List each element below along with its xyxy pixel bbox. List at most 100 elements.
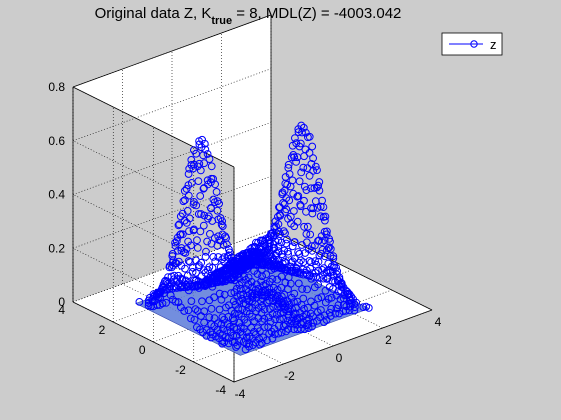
data-point	[200, 266, 208, 275]
data-point	[184, 191, 193, 200]
data-point	[180, 187, 189, 195]
data-point	[224, 339, 233, 348]
data-point	[302, 186, 311, 195]
data-point	[317, 249, 325, 258]
data-point	[182, 185, 191, 193]
data-point	[294, 279, 303, 288]
data-point	[284, 325, 293, 333]
data-point	[271, 315, 279, 324]
data-point	[312, 273, 320, 282]
data-point	[200, 139, 209, 148]
data-point	[259, 259, 267, 268]
data-point	[291, 309, 300, 318]
data-point	[268, 275, 277, 283]
data-point	[247, 278, 256, 286]
data-point	[218, 277, 227, 286]
data-point	[320, 318, 328, 327]
data-point	[175, 220, 184, 229]
chart-title: Original data Z, Ktrue = 8, MDL(Z) = -40…	[95, 5, 402, 27]
data-point	[207, 204, 215, 213]
data-point	[233, 341, 242, 350]
data-point	[302, 207, 310, 216]
data-point	[199, 221, 208, 230]
data-point	[174, 221, 183, 230]
data-point	[212, 188, 221, 196]
data-point	[299, 163, 308, 172]
data-point	[255, 253, 264, 261]
data-point	[325, 243, 334, 252]
data-point	[182, 245, 191, 253]
data-point	[283, 247, 292, 256]
data-point	[184, 170, 193, 178]
data-point	[188, 268, 197, 276]
data-point	[317, 293, 326, 302]
data-point	[225, 323, 234, 331]
data-point	[282, 205, 291, 214]
data-point	[220, 253, 229, 262]
data-point	[191, 305, 200, 314]
data-point	[287, 258, 296, 267]
data-point	[217, 220, 226, 229]
data-point	[175, 257, 183, 266]
data-point	[229, 262, 238, 271]
data-point	[206, 328, 215, 337]
data-point	[205, 155, 214, 164]
data-point	[214, 253, 223, 261]
data-point	[268, 334, 277, 343]
data-point	[292, 158, 301, 166]
data-point	[284, 160, 293, 169]
data-point	[321, 216, 329, 225]
data-point	[269, 228, 277, 237]
data-point	[294, 128, 303, 137]
data-point	[207, 162, 216, 171]
data-point	[264, 257, 273, 266]
data-point	[173, 275, 182, 283]
data-point	[311, 162, 320, 171]
data-point	[303, 285, 312, 294]
data-point	[203, 150, 212, 158]
z-tick-label: 0.8	[48, 80, 65, 94]
x-tick-label: 4	[435, 315, 442, 329]
data-point	[359, 303, 368, 312]
data-point	[303, 222, 312, 231]
data-point	[218, 222, 227, 231]
data-point	[308, 246, 317, 255]
data-point	[168, 258, 177, 267]
data-point	[314, 280, 323, 289]
data-point	[308, 209, 317, 218]
data-point	[225, 245, 233, 254]
data-point	[341, 306, 350, 315]
data-point	[290, 222, 299, 231]
data-point	[202, 326, 211, 334]
data-point	[323, 227, 331, 236]
data-point	[260, 314, 269, 323]
data-point	[301, 128, 310, 137]
data-point	[260, 323, 269, 332]
y-tick-label: 2	[99, 323, 106, 337]
data-point	[352, 298, 361, 307]
data-point	[313, 166, 321, 175]
data-point	[326, 312, 335, 320]
data-point	[195, 261, 203, 270]
data-point	[283, 235, 291, 244]
data-point	[255, 340, 264, 349]
data-point	[178, 276, 187, 285]
data-point	[174, 298, 183, 307]
data-point	[278, 253, 287, 262]
data-point	[300, 325, 309, 334]
legend-circle-marker	[470, 40, 478, 48]
data-point	[268, 310, 277, 318]
data-point	[200, 307, 209, 316]
data-point	[227, 289, 236, 298]
data-point	[245, 342, 253, 351]
data-point	[204, 266, 212, 274]
data-point	[235, 336, 244, 345]
data-point	[262, 280, 270, 288]
data-point	[179, 197, 188, 206]
data-point	[247, 261, 256, 269]
data-point	[190, 160, 198, 169]
data-point	[321, 212, 330, 221]
data-point	[196, 192, 205, 200]
